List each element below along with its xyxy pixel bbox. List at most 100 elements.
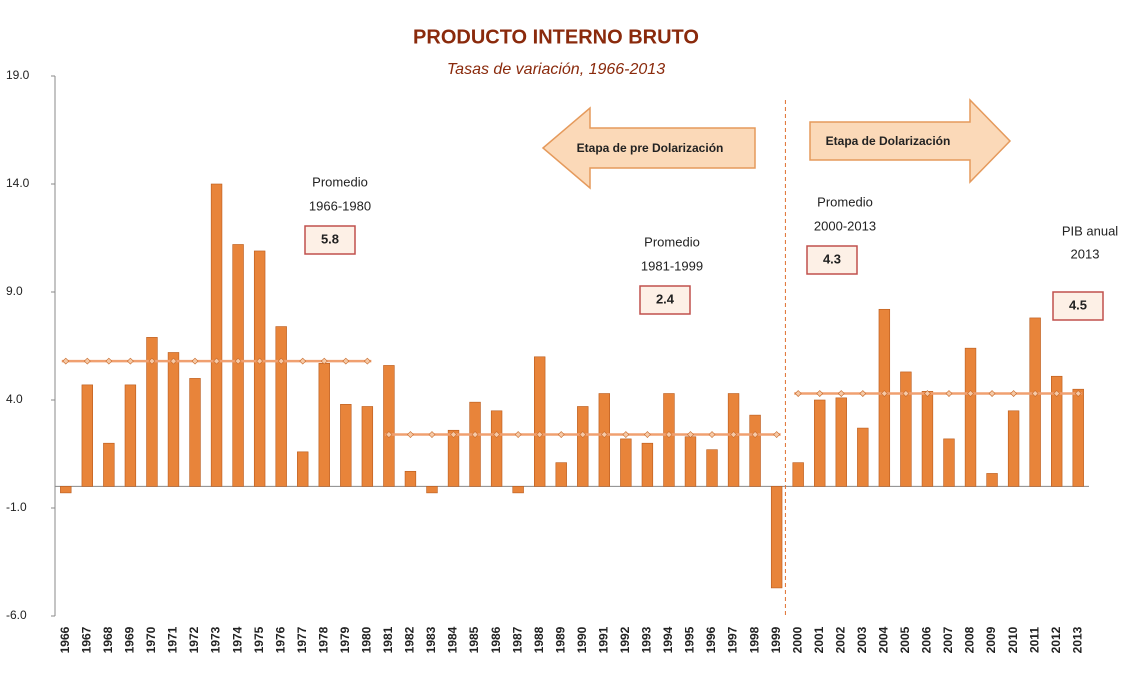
x-tick-label: 1989 <box>553 626 567 653</box>
stage-label: Etapa de pre Dolarización <box>577 141 724 155</box>
x-tick-label: 2005 <box>898 626 912 653</box>
x-tick-label: 1983 <box>424 626 438 653</box>
x-tick-label: 1996 <box>704 626 718 653</box>
bar <box>577 406 588 486</box>
bar <box>491 411 502 487</box>
x-tick-label: 2007 <box>941 626 955 653</box>
bar <box>750 415 761 486</box>
average-marker <box>364 358 370 364</box>
x-tick-label: 2002 <box>833 626 847 653</box>
bar <box>384 365 395 486</box>
bar <box>125 385 136 487</box>
bar <box>362 406 373 486</box>
annotation-label: Promedio <box>312 174 368 189</box>
annotation-label: Promedio <box>644 234 700 249</box>
average-marker <box>795 391 801 397</box>
x-tick-label: 1966 <box>58 626 72 653</box>
x-tick-label: 1997 <box>726 626 740 653</box>
y-tick-label: -1.0 <box>6 500 27 514</box>
bar <box>254 251 265 486</box>
bar <box>233 244 244 486</box>
bar <box>922 391 933 486</box>
bar <box>556 463 567 487</box>
annotation-label: Promedio <box>817 194 873 209</box>
average-marker <box>192 358 198 364</box>
bar <box>340 404 351 486</box>
average-marker <box>623 432 629 438</box>
annotation-value: 2.4 <box>656 291 675 306</box>
x-tick-label: 2006 <box>920 626 934 653</box>
average-marker <box>1011 391 1017 397</box>
x-tick-label: 1986 <box>489 626 503 653</box>
bar <box>642 443 653 486</box>
stage-label: Etapa de Dolarización <box>826 134 951 148</box>
bar <box>168 352 179 486</box>
x-tick-label: 1999 <box>769 626 783 653</box>
average-marker <box>558 432 564 438</box>
x-tick-label: 1995 <box>683 626 697 653</box>
bar <box>620 439 631 487</box>
bar <box>771 486 782 588</box>
x-tick-label: 2012 <box>1049 626 1063 653</box>
bar <box>190 378 201 486</box>
x-tick-label: 1984 <box>446 626 460 653</box>
bar <box>965 348 976 486</box>
x-tick-label: 1976 <box>273 626 287 653</box>
x-tick-label: 1990 <box>575 626 589 653</box>
x-tick-label: 1968 <box>101 626 115 653</box>
bar <box>944 439 955 487</box>
x-tick-label: 1967 <box>79 626 93 653</box>
x-tick-label: 1975 <box>252 626 266 653</box>
average-marker <box>817 391 823 397</box>
x-tick-label: 1972 <box>187 626 201 653</box>
annotation-period: 1966-1980 <box>309 198 371 213</box>
bar <box>211 184 222 486</box>
bar <box>707 450 718 487</box>
average-marker <box>774 432 780 438</box>
x-tick-label: 1979 <box>338 626 352 653</box>
bar <box>319 363 330 486</box>
y-tick-label: 4.0 <box>6 392 23 406</box>
bar <box>1073 389 1084 486</box>
average-marker <box>989 391 995 397</box>
average-marker <box>946 391 952 397</box>
bar <box>664 394 675 487</box>
bar <box>405 471 416 486</box>
x-tick-label: 1988 <box>532 626 546 653</box>
x-tick-label: 1971 <box>166 626 180 653</box>
x-tick-label: 1973 <box>209 626 223 653</box>
bar <box>987 473 998 486</box>
average-marker <box>407 432 413 438</box>
x-tick-label: 2009 <box>984 626 998 653</box>
x-tick-label: 1987 <box>510 626 524 653</box>
y-tick-label: 19.0 <box>6 68 30 82</box>
bar <box>427 486 438 492</box>
average-marker <box>300 358 306 364</box>
y-tick-label: 14.0 <box>6 176 30 190</box>
average-marker <box>127 358 133 364</box>
chart-title: PRODUCTO INTERNO BRUTO <box>413 26 699 48</box>
chart-subtitle: Tasas de variación, 1966-2013 <box>447 61 665 78</box>
bar <box>276 327 287 487</box>
bar <box>534 357 545 487</box>
x-tick-label: 2001 <box>812 626 826 653</box>
x-tick-label: 2000 <box>790 626 804 653</box>
x-tick-label: 1998 <box>747 626 761 653</box>
average-marker <box>709 432 715 438</box>
average-marker <box>838 391 844 397</box>
bar <box>901 372 912 486</box>
x-tick-label: 1982 <box>403 626 417 653</box>
x-tick-label: 1993 <box>640 626 654 653</box>
x-tick-label: 2003 <box>855 626 869 653</box>
average-marker <box>106 358 112 364</box>
bar <box>1008 411 1019 487</box>
chart: Etapa de pre Dolarización Etapa de Dolar… <box>0 0 1127 675</box>
bar <box>103 443 114 486</box>
average-marker <box>515 432 521 438</box>
x-tick-label: 1980 <box>360 626 374 653</box>
average-marker <box>343 358 349 364</box>
x-tick-label: 2008 <box>963 626 977 653</box>
bar <box>60 486 71 492</box>
x-tick-label: 1992 <box>618 626 632 653</box>
x-tick-label: 2013 <box>1070 626 1084 653</box>
